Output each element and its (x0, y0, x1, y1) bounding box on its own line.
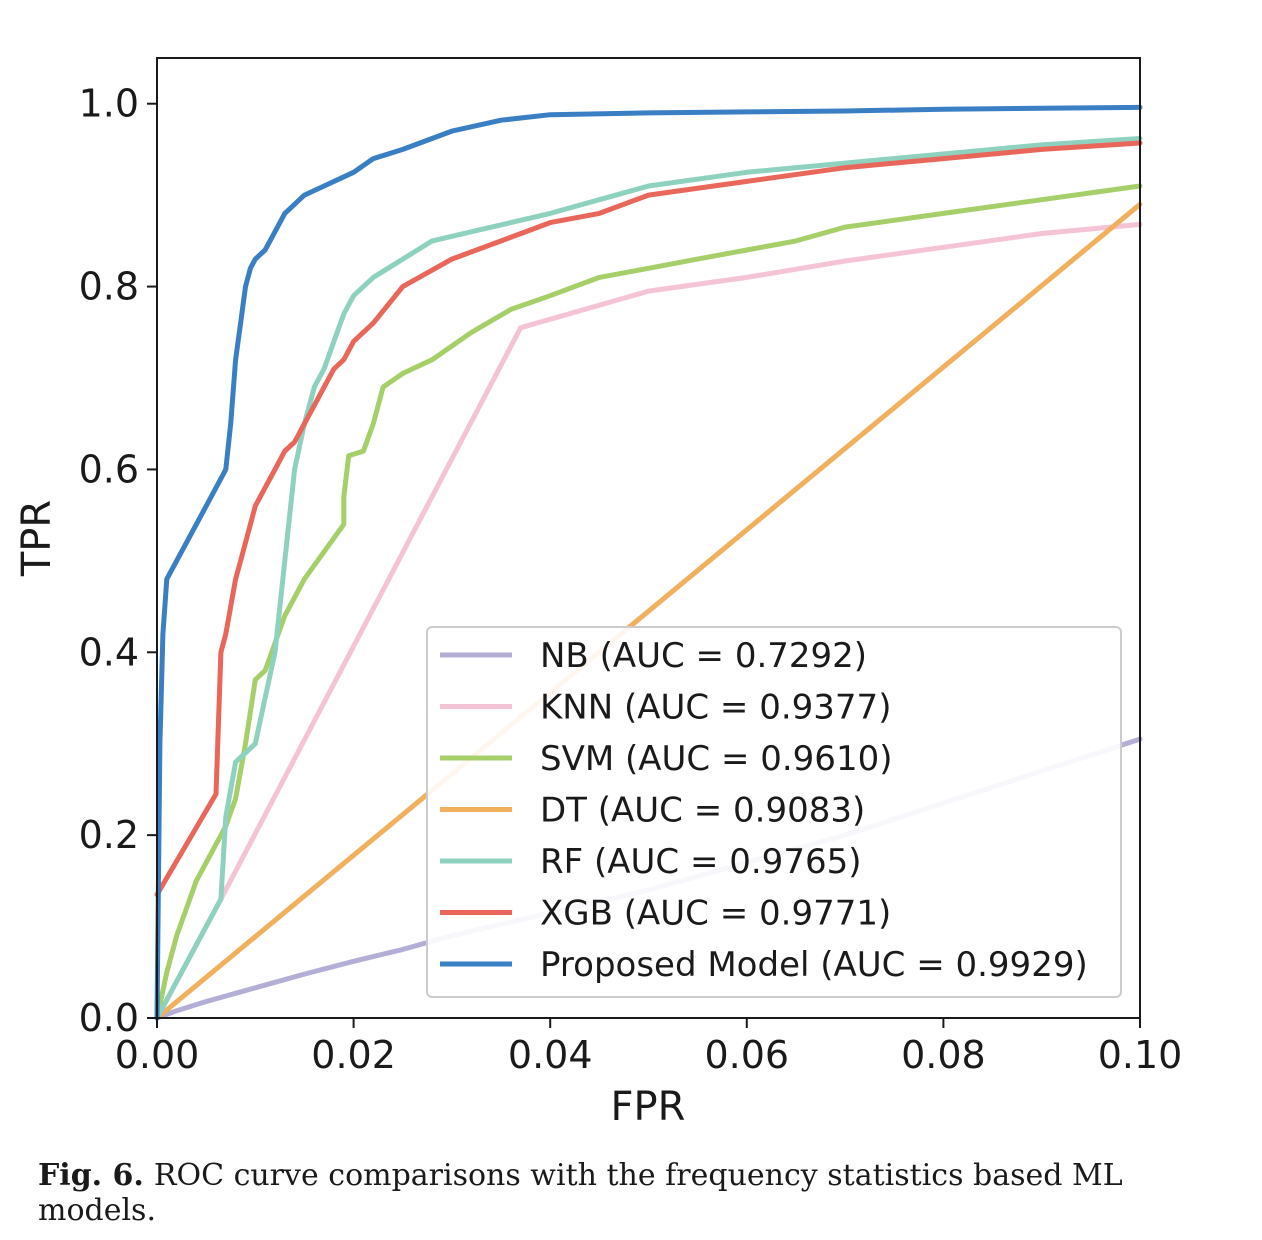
x-tick-label: 0.08 (901, 1033, 986, 1077)
y-tick-label: 0.2 (79, 813, 139, 857)
y-tick-label: 1.0 (79, 82, 139, 126)
legend-label-0: NB (AUC = 0.7292) (540, 636, 867, 676)
legend: NB (AUC = 0.7292) KNN (AUC = 0.9377) SVM (… (426, 626, 1122, 998)
x-tick-label: 0.00 (115, 1033, 200, 1077)
legend-label-3: DT (AUC = 0.9083) (540, 791, 865, 831)
roc-chart: 0.00 0.02 0.04 0.06 0.08 0.10 0.0 0.2 0.4 0.6 0.8… (14, 57, 1183, 1130)
y-tick-label: 0.8 (79, 265, 139, 309)
series-line-3 (154, 201, 1143, 1021)
x-tick-label: 0.02 (311, 1033, 396, 1077)
legend-label-1: KNN (AUC = 0.9377) (540, 688, 891, 728)
x-axis: 0.00 0.02 0.04 0.06 0.08 0.10 (115, 1018, 1183, 1077)
series-line-6 (154, 104, 1143, 1021)
caption-label: Fig. 6. (38, 1158, 144, 1193)
legend-items: NB (AUC = 0.7292) KNN (AUC = 0.9377) SVM (… (440, 636, 1088, 985)
legend-label-5: XGB (AUC = 0.9771) (540, 894, 891, 934)
legend-label-2: SVM (AUC = 0.9610) (540, 739, 892, 779)
x-tick-label: 0.04 (508, 1033, 593, 1077)
y-axis: 0.0 0.2 0.4 0.6 0.8 1.0 (79, 82, 157, 1040)
series-layer (154, 104, 1143, 1021)
series-line-4 (154, 136, 1143, 1021)
legend-box (426, 626, 1122, 998)
figure-caption: Fig. 6. ROC curve comparisons with the fr… (38, 1158, 1238, 1228)
y-tick-label: 0.6 (79, 447, 139, 491)
y-axis-label: TPR (14, 500, 60, 577)
x-tick-label: 0.06 (704, 1033, 789, 1077)
series-line-5 (154, 140, 1143, 898)
legend-label-6: Proposed Model (AUC = 0.9929) (540, 945, 1088, 985)
x-axis-label: FPR (611, 1084, 686, 1130)
series-line-1 (154, 221, 1143, 1021)
caption-text: ROC curve comparisons with the frequency… (38, 1158, 1123, 1228)
y-tick-label: 0.0 (79, 996, 139, 1040)
legend-label-4: RF (AUC = 0.9765) (540, 842, 861, 882)
x-tick-label: 0.10 (1098, 1033, 1183, 1077)
y-tick-label: 0.4 (79, 630, 139, 674)
plot-frame (156, 57, 1141, 1019)
